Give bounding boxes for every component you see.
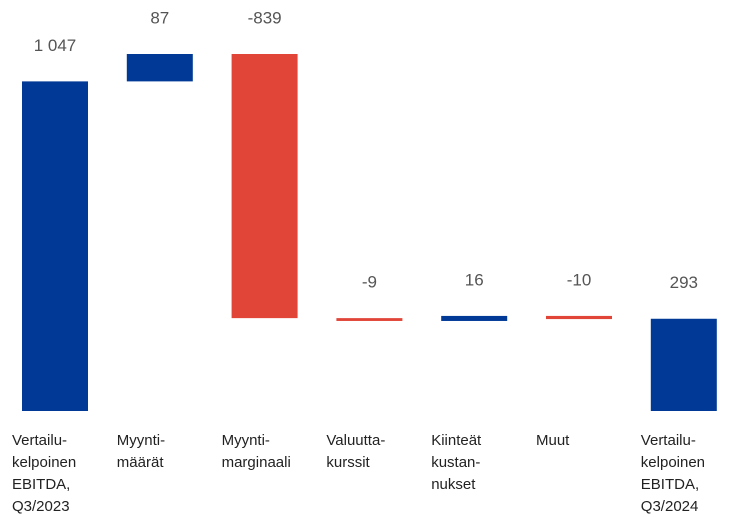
category-label: Myynti-määrät [117, 432, 165, 471]
bar [336, 318, 403, 321]
category-label: Kiinteät kustan-nukset [431, 432, 482, 493]
category-label: Valuutta-kurssit [326, 432, 385, 471]
category-label: Vertailu-kelpoinen EBITDA, Q3/2023 [12, 432, 76, 515]
value-label: 293 [670, 273, 698, 292]
value-label: -9 [362, 273, 377, 292]
bar [441, 315, 508, 321]
value-label: 16 [465, 270, 484, 289]
bar [231, 54, 298, 319]
category-label: Vertailu-kelpoinen EBITDA, Q3/2024 [641, 432, 705, 515]
bar [650, 318, 717, 411]
bar [22, 81, 88, 411]
value-label: 87 [150, 8, 169, 27]
category-label: Muut [536, 432, 570, 449]
value-label: -839 [248, 8, 282, 27]
bar [126, 54, 193, 82]
value-label: 1 047 [34, 36, 77, 55]
category-label: Myynti-marginaali [222, 432, 291, 471]
value-label: -10 [567, 270, 592, 289]
bar [546, 315, 612, 320]
